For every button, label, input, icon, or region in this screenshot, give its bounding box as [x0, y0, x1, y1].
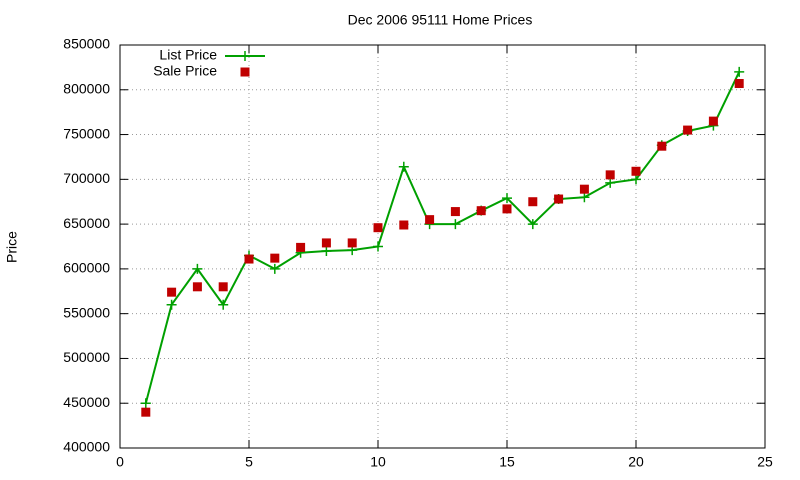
y-tick-label: 450000 — [63, 394, 110, 410]
y-tick-label: 850000 — [63, 36, 110, 52]
data-point — [192, 263, 203, 274]
data-point — [141, 407, 151, 417]
legend-label: Sale Price — [153, 63, 217, 79]
data-point — [476, 206, 486, 216]
data-point — [398, 161, 409, 172]
x-tick-label: 15 — [499, 454, 515, 470]
data-point — [579, 192, 590, 203]
y-tick-label: 750000 — [63, 125, 110, 141]
data-point — [347, 238, 357, 248]
series-line — [144, 71, 741, 404]
data-point — [554, 194, 564, 204]
y-tick-label: 550000 — [63, 304, 110, 320]
chart-title: Dec 2006 95111 Home Prices — [348, 12, 533, 28]
legend-marker — [240, 67, 250, 77]
y-tick-label: 800000 — [63, 80, 110, 96]
data-point — [631, 174, 641, 185]
data-point — [269, 263, 280, 274]
data-point — [399, 220, 409, 230]
data-point — [657, 141, 667, 151]
data-point — [450, 219, 461, 230]
x-tick-label: 10 — [370, 454, 386, 470]
data-point — [734, 66, 745, 77]
data-point — [192, 282, 202, 292]
x-tick-label: 5 — [245, 454, 253, 470]
data-point — [579, 184, 589, 194]
data-point — [502, 204, 512, 214]
y-axis-label: Price — [4, 231, 20, 263]
y-tick-label: 500000 — [63, 349, 110, 365]
data-point — [605, 170, 615, 180]
data-point — [296, 242, 306, 252]
data-point — [683, 125, 693, 135]
data-point — [734, 79, 744, 89]
data-point — [166, 299, 177, 310]
data-point — [373, 241, 383, 252]
data-point — [321, 245, 332, 256]
x-tick-label: 0 — [116, 454, 124, 470]
x-tick-label: 20 — [628, 454, 644, 470]
data-point — [373, 223, 383, 233]
legend-marker — [240, 51, 250, 61]
data-point — [631, 166, 641, 176]
data-point — [528, 197, 538, 207]
data-point — [167, 287, 177, 297]
data-point — [425, 215, 435, 225]
x-tick-label: 25 — [757, 454, 773, 470]
legend-label: List Price — [159, 47, 217, 63]
data-point — [321, 238, 331, 248]
y-tick-label: 700000 — [63, 170, 110, 186]
y-tick-label: 650000 — [63, 215, 110, 231]
data-point — [708, 116, 718, 126]
data-point — [450, 207, 460, 217]
data-point — [605, 177, 616, 188]
data-point — [502, 193, 512, 204]
plot-border — [119, 44, 766, 449]
data-point — [244, 254, 254, 264]
data-point — [218, 282, 228, 292]
data-point — [270, 253, 280, 263]
data-point — [140, 398, 151, 409]
data-point — [218, 299, 229, 310]
y-tick-label: 600000 — [63, 260, 110, 276]
data-point — [527, 219, 538, 230]
y-tick-label: 400000 — [63, 439, 110, 455]
